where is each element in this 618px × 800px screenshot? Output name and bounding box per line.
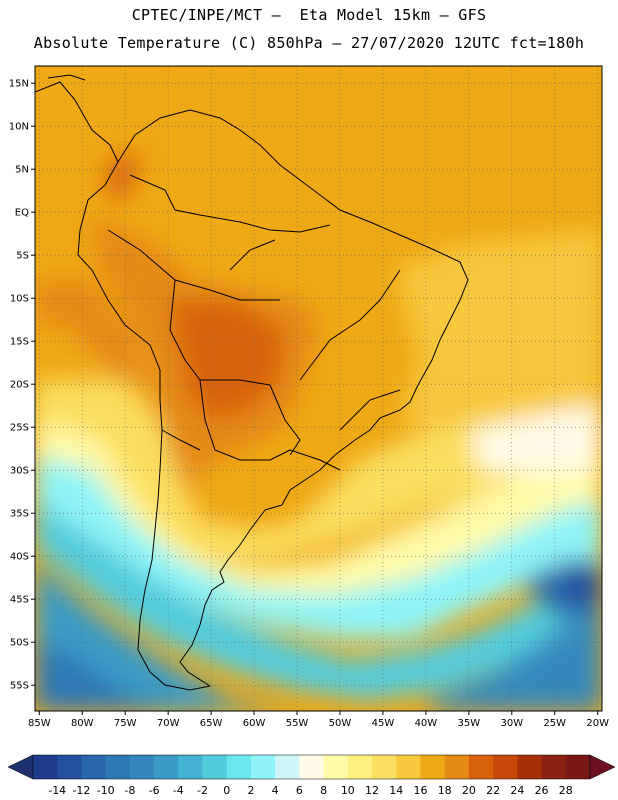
- colorbar-bin: [250, 755, 276, 779]
- lat-label: 50S: [10, 638, 29, 649]
- colorbar-bin: [226, 755, 252, 779]
- lat-label: 40S: [10, 552, 29, 563]
- colorbar-bin: [468, 755, 494, 779]
- colorbar-bin: [275, 755, 300, 779]
- colorbar-label: -4: [173, 784, 184, 797]
- lat-label: EQ: [15, 208, 29, 219]
- lat-label: 10S: [10, 294, 29, 305]
- colorbar-bin: [57, 755, 82, 779]
- colorbar-bin: [178, 755, 203, 779]
- colorbar-bin: [517, 755, 542, 779]
- lat-label: 15S: [10, 337, 29, 348]
- lon-label: 25W: [543, 718, 566, 729]
- lon-label: 30W: [500, 718, 523, 729]
- lon-label: 85W: [28, 718, 51, 729]
- latitude-labels: 15N 10N 5N EQ 5S 10S 15S 20S 25S 30S 35S 40S 45S 50S 5…: [9, 79, 35, 692]
- map-frame: [34, 65, 603, 712]
- colorbar-label: -14: [48, 784, 66, 797]
- colorbar-label: 0: [223, 784, 230, 797]
- colorbar-label: -12: [72, 784, 90, 797]
- colorbar-bin: [565, 755, 591, 779]
- colorbar-outline: [32, 754, 591, 780]
- lon-label: 35W: [458, 718, 481, 729]
- colorbar-label: -2: [197, 784, 208, 797]
- lon-label: 45W: [372, 718, 395, 729]
- colorbar-bin: [493, 755, 518, 779]
- colorbar-label: 4: [272, 784, 279, 797]
- colorbar: -14 -12 -10 -8 -6 -4 -2 0 2 4 6 8 10 12 14 16 18 20 22 24 26…: [7, 754, 616, 797]
- lat-label: 30S: [10, 466, 29, 477]
- colorbar-label: 2: [247, 784, 254, 797]
- colorbar-label: -10: [97, 784, 115, 797]
- colorbar-label: 22: [486, 784, 500, 797]
- lat-label: 15N: [9, 79, 29, 90]
- colorbar-label: 14: [389, 784, 403, 797]
- lon-label: 80W: [71, 718, 94, 729]
- colorbar-label: 8: [320, 784, 327, 797]
- colorbar-bin: [105, 755, 131, 779]
- colorbar-label: 12: [365, 784, 379, 797]
- lon-label: 60W: [243, 718, 266, 729]
- map-title-line2: Absolute Temperature (C) 850hPa – 27/07/…: [33, 34, 585, 52]
- colorbar-label: 26: [535, 784, 549, 797]
- colorbar-label: 6: [296, 784, 303, 797]
- temperature-field: [35, 66, 602, 711]
- lon-label: 20W: [586, 718, 609, 729]
- colorbar-bin: [154, 755, 179, 779]
- colorbar-label: -6: [149, 784, 160, 797]
- colorbar-label: 24: [510, 784, 524, 797]
- lon-label: 50W: [329, 718, 352, 729]
- colorbar-bin: [202, 755, 228, 779]
- map-title-line1: CPTEC/INPE/MCT – Eta Model 15km – GFS: [131, 6, 487, 24]
- colorbar-bin: [372, 755, 397, 779]
- lat-label: 10N: [9, 122, 29, 133]
- coastline: [35, 74, 469, 691]
- lat-label: 45S: [10, 595, 29, 606]
- lon-label: 70W: [157, 718, 180, 729]
- colorbar-label: 18: [438, 784, 452, 797]
- lat-label: 5N: [15, 165, 29, 176]
- lat-label: 20S: [10, 380, 29, 391]
- colorbar-label: -8: [124, 784, 135, 797]
- colorbar-bin: [347, 755, 373, 779]
- longitude-labels: 85W 80W 75W 70W 65W 60W 55W 50W 45W 40W 35W 30W 25W 2…: [28, 711, 609, 729]
- colorbar-bin: [396, 755, 421, 779]
- colorbar-bin: [129, 755, 155, 779]
- colorbar-bin: [81, 755, 106, 779]
- colorbar-label: 16: [413, 784, 427, 797]
- colorbar-label: 28: [559, 784, 573, 797]
- colorbar-bin: [323, 755, 349, 779]
- lon-label: 75W: [114, 718, 137, 729]
- lat-label: 35S: [10, 509, 29, 520]
- colorbar-label: 20: [462, 784, 476, 797]
- colorbar-bin: [444, 755, 470, 779]
- colorbar-under-arrow: [7, 754, 34, 780]
- colorbar-bin: [541, 755, 567, 779]
- lon-label: 65W: [200, 718, 223, 729]
- lat-label: 25S: [10, 423, 29, 434]
- lat-label: 5S: [16, 251, 29, 262]
- colorbar-bin: [299, 755, 324, 779]
- lon-label: 40W: [415, 718, 438, 729]
- lat-lon-grid: [35, 66, 602, 711]
- colorbar-bin: [420, 755, 445, 779]
- colorbar-over-arrow: [589, 754, 616, 780]
- lon-label: 55W: [286, 718, 309, 729]
- colorbar-label: 10: [341, 784, 355, 797]
- lat-label: 55S: [10, 681, 29, 692]
- colorbar-bin: [33, 755, 58, 779]
